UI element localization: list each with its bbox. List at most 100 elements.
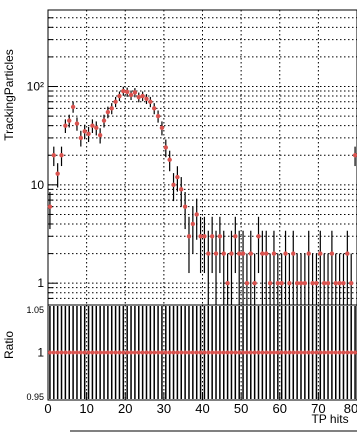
top-data-point	[159, 125, 165, 131]
top-data-point	[179, 187, 184, 192]
ratio-data-point	[252, 350, 257, 355]
ratio-data-point	[179, 350, 184, 355]
ratio-data-point	[349, 350, 354, 355]
top-data-point	[209, 234, 215, 239]
ratio-data-point	[244, 350, 249, 355]
top-data-point	[194, 212, 199, 217]
top-data-point	[233, 234, 238, 239]
ratio-data-point	[225, 350, 230, 355]
ratio-data-point	[63, 350, 68, 355]
ratio-data-point	[125, 350, 130, 355]
top-data-point	[70, 104, 76, 110]
top-data-point	[186, 234, 192, 239]
ratio-data-point	[194, 350, 199, 355]
ratio-data-point	[302, 350, 307, 355]
top-data-point	[148, 99, 153, 104]
ratio-data-point	[341, 350, 346, 355]
ratio-data-point	[210, 350, 215, 355]
top-data-point	[329, 251, 335, 256]
top-y-tick-label: 10²	[27, 80, 44, 94]
ratio-data-point	[129, 350, 134, 355]
ratio-data-point	[318, 350, 323, 355]
ratio-data-point	[59, 350, 64, 355]
top-data-point	[240, 251, 246, 256]
ratio-data-point	[214, 350, 219, 355]
top-data-point	[217, 234, 223, 239]
x-tick-label: 70	[311, 401, 325, 416]
top-data-point	[63, 123, 68, 128]
ratio-data-point	[98, 350, 103, 355]
x-tick-label: 60	[273, 401, 287, 416]
top-data-point	[90, 123, 95, 128]
ratio-data-points	[47, 350, 357, 355]
ratio-data-point	[275, 350, 280, 355]
top-data-point	[55, 171, 60, 176]
ratio-data-point	[260, 350, 265, 355]
ratio-data-point	[121, 350, 126, 355]
top-y-tick-label: 10	[31, 178, 45, 192]
top-data-point	[152, 106, 157, 111]
ratio-data-point	[105, 350, 110, 355]
ratio-y-axis-label: Ratio	[2, 331, 16, 359]
ratio-data-point	[109, 350, 114, 355]
ratio-data-point	[190, 350, 195, 355]
ratio-data-point	[94, 350, 99, 355]
top-data-point	[291, 251, 296, 256]
ratio-data-point	[47, 350, 52, 355]
top-data-point	[82, 129, 87, 134]
top-data-point	[264, 251, 269, 256]
top-data-point	[51, 153, 56, 158]
ratio-data-point	[82, 350, 87, 355]
x-tick-label: 40	[195, 401, 209, 416]
ratio-data-point	[171, 350, 176, 355]
top-data-point	[221, 251, 226, 256]
ratio-y-tick-labels: 0.95 1 1.05	[26, 305, 44, 402]
ratio-y-tick-label: 0.95	[26, 392, 44, 402]
top-data-point	[306, 251, 311, 256]
ratio-data-point	[271, 350, 276, 355]
top-data-point	[287, 280, 292, 286]
ratio-data-point	[152, 350, 157, 355]
ratio-data-point	[337, 350, 342, 355]
top-data-point	[97, 132, 103, 138]
top-y-tick-labels: 1 10 10²	[27, 80, 45, 291]
ratio-data-point	[291, 350, 296, 355]
ratio-data-point	[279, 350, 284, 355]
top-data-point	[206, 251, 211, 256]
ratio-data-point	[167, 350, 172, 355]
ratio-data-point	[353, 350, 357, 355]
x-tick-label: 30	[157, 401, 171, 416]
ratio-data-point	[264, 350, 269, 355]
top-data-point	[74, 121, 80, 126]
top-y-axis-label: TrackingParticles	[2, 49, 16, 141]
top-data-point	[140, 93, 145, 99]
top-data-point	[248, 251, 253, 256]
ratio-data-point	[345, 350, 350, 355]
top-data-point	[155, 113, 161, 119]
top-data-point	[337, 280, 342, 286]
ratio-data-point	[71, 350, 76, 355]
top-data-point	[136, 94, 141, 100]
ratio-data-point	[117, 350, 122, 355]
ratio-data-point	[163, 350, 168, 355]
top-data-point	[67, 118, 72, 123]
ratio-data-point	[322, 350, 327, 355]
ratio-data-point	[287, 350, 292, 355]
top-data-point	[298, 280, 304, 286]
x-tick-label: 0	[44, 401, 51, 416]
top-grid	[48, 10, 357, 306]
x-tick-label: 80	[344, 401, 357, 416]
top-data-point	[236, 251, 242, 256]
top-data-point	[271, 251, 277, 256]
top-data-point	[345, 251, 350, 256]
top-data-point	[260, 251, 265, 256]
top-data-point	[128, 92, 134, 98]
top-data-point	[229, 251, 234, 256]
top-data-point	[105, 109, 111, 115]
ratio-data-point	[326, 350, 331, 355]
top-data-point	[321, 280, 327, 286]
ratio-data-point	[140, 350, 145, 355]
ratio-data-point	[67, 350, 72, 355]
top-data-point	[124, 89, 130, 95]
top-data-point	[244, 280, 250, 286]
